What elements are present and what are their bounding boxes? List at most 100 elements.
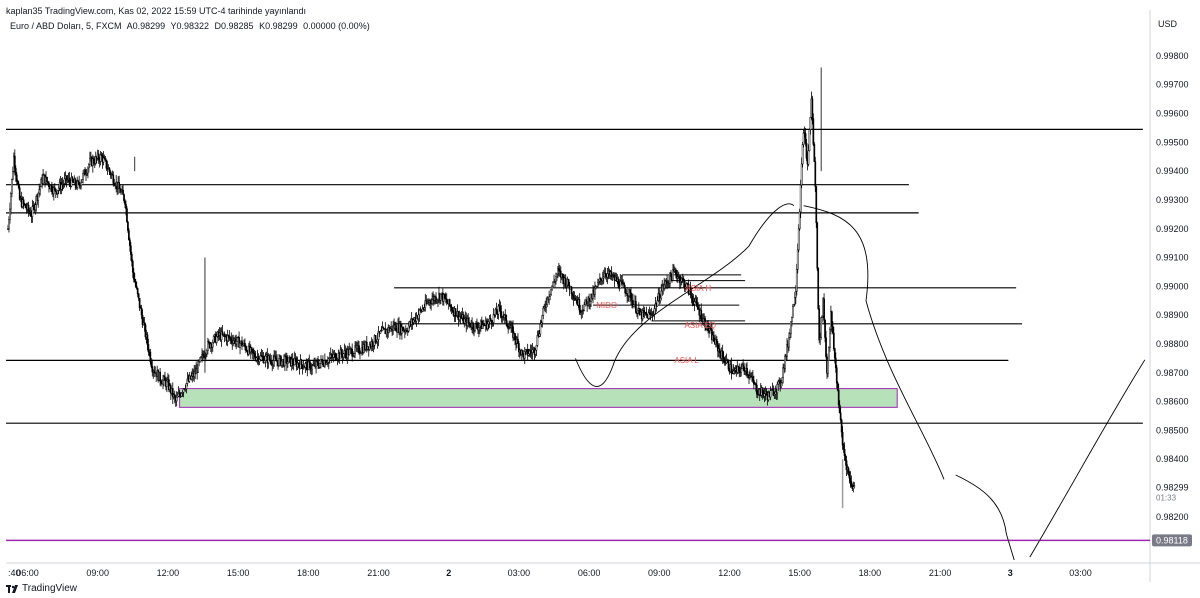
candle-body [16,181,19,185]
candle-body [816,222,819,269]
candle-body [92,158,95,164]
candle-body [149,351,152,363]
candle-body [795,269,798,292]
candle-body [823,298,825,321]
candle-body [207,341,209,351]
candle-body [594,287,596,295]
ohlc-high: Y0.98322 [170,21,209,31]
candle-body [250,347,253,350]
candle-body [54,188,57,193]
candle-body [476,323,478,328]
x-tick-label: 09:00 [648,568,671,578]
candle-body [818,308,821,341]
symbol-name: Euro / ABD Doları, 5, FXCM [10,21,122,31]
candle-body [57,187,60,191]
candle-body [63,178,66,184]
candle-body [832,332,835,349]
candle-body [34,204,37,211]
candle-body [721,350,724,358]
candle-body [571,293,574,297]
projection-curve[interactable] [955,474,1015,561]
candle-body [542,307,545,316]
candle-body [14,168,17,176]
y-tick-label: 0.99300 [1156,195,1189,205]
candle-body [150,361,153,367]
candle-body [769,390,772,398]
candle-body [88,164,90,169]
candle-body [319,363,321,368]
candle-body [134,281,137,287]
candle-body [215,336,218,343]
candle-body [583,304,586,311]
candle-body [626,293,628,297]
candle-body [765,390,768,395]
candle-body [545,304,548,308]
candle-body [696,301,699,308]
candle-body [255,357,258,361]
candle-body [549,294,551,298]
candle-body [9,208,11,220]
candle-body [791,317,793,323]
candle-body [793,304,795,307]
candle-body [793,297,796,305]
candle-body [173,394,176,398]
candle-body [136,288,139,294]
candle-body [29,212,32,217]
candle-body [162,379,164,385]
candle-body [327,358,330,363]
candle-body [852,486,855,489]
candle-body [796,249,799,270]
candle-body [599,278,602,280]
candle-body [567,279,570,286]
candle-body [132,272,135,280]
candle-body [440,293,442,301]
candle-body [151,366,154,373]
candle-body [138,297,141,308]
candle-body [619,280,622,289]
demand-zone[interactable] [179,388,898,408]
candle-body [147,344,150,352]
marked-price-label: 0.98118 [1156,535,1188,545]
candle-body [18,187,21,200]
candle-body [407,325,410,332]
candle-body [780,382,783,388]
candle-body [389,328,392,332]
candle-body [130,254,133,262]
candle-body [478,327,480,331]
candle-body [467,318,470,323]
candle-body [534,350,537,355]
candle-body [660,290,663,299]
candle-body [108,167,111,172]
candle-body [123,194,125,201]
ohlc-change: 0.00000 (0.00%) [303,21,370,31]
candle-body [105,159,108,169]
candle-body [31,206,34,217]
projection-curve[interactable] [803,205,945,480]
candle-body [539,323,542,335]
level-annotation: ASIA EQ [684,321,716,330]
candle-body [517,338,519,344]
candle-body [291,358,294,364]
candle-body [621,280,624,284]
candle-body [623,283,626,289]
candle-body [351,348,354,357]
candle-body [521,350,524,355]
candle-body [24,204,27,208]
candle-body [128,230,130,241]
candle-body [199,357,201,362]
projection-curve[interactable] [1029,359,1146,558]
candle-body [499,305,502,312]
candle-body [635,301,637,313]
ohlc-close: K0.98299 [259,21,298,31]
candle-body [837,389,840,406]
candle-body [454,308,457,317]
currency-label: USD [1158,19,1178,29]
projection-curve[interactable] [575,203,795,387]
candle-body [297,362,300,366]
candle-body [253,353,256,358]
candle-body [38,189,41,194]
y-tick-label: 0.98600 [1156,397,1189,407]
candle-body [68,177,71,183]
candle-body [536,335,539,346]
